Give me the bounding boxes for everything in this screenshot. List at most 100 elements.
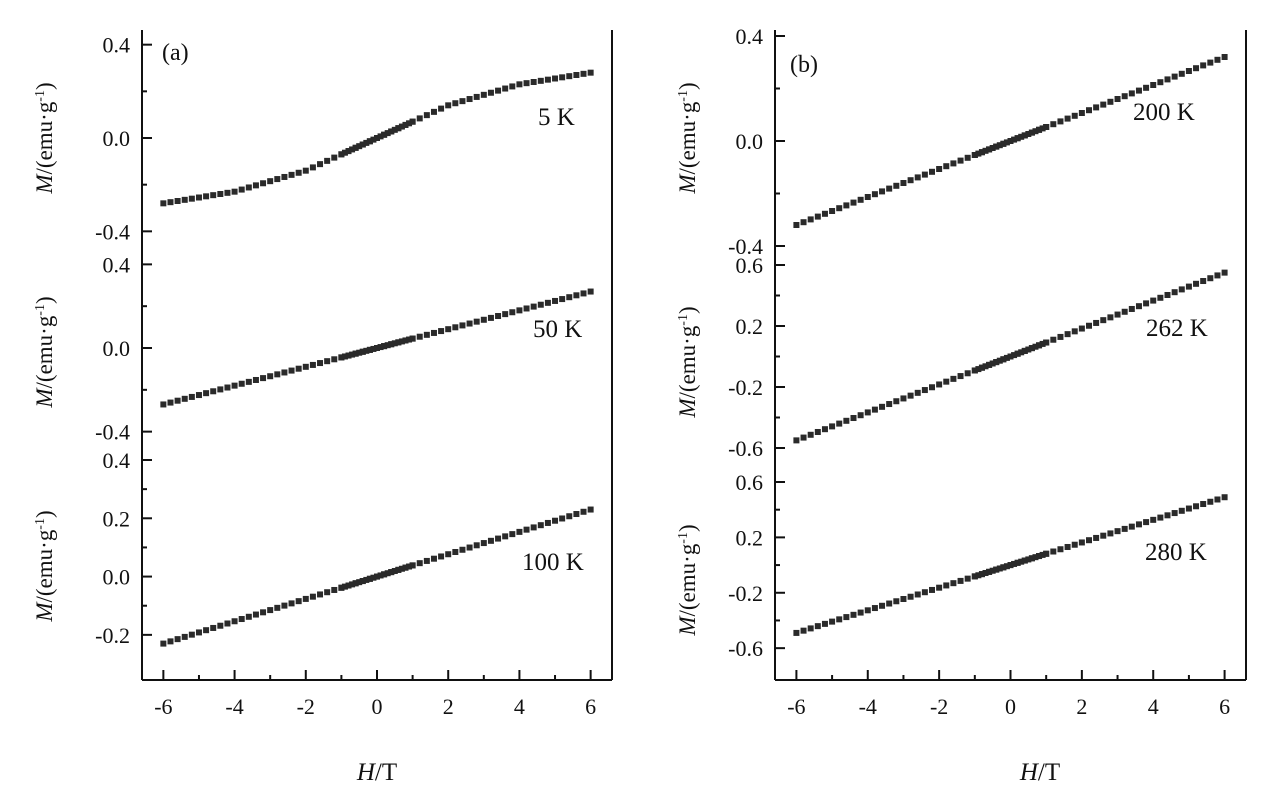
data-point — [252, 182, 259, 189]
data-point — [281, 602, 288, 609]
data-point — [857, 412, 864, 419]
data-point — [402, 121, 409, 128]
data-point — [381, 343, 388, 350]
data-point — [509, 531, 516, 538]
data-point — [879, 403, 886, 410]
y-tick-label: -0.6 — [728, 636, 763, 661]
data-point — [224, 189, 231, 196]
data-point — [374, 573, 380, 580]
data-point — [537, 301, 544, 308]
data-point — [864, 194, 871, 200]
data-point — [996, 357, 1003, 364]
data-point — [1032, 343, 1039, 350]
data-point — [374, 345, 380, 351]
data-point — [836, 420, 843, 427]
data-point — [406, 120, 413, 127]
data-point — [466, 96, 473, 103]
data-point — [238, 186, 245, 193]
data-point — [1157, 79, 1164, 86]
data-point — [395, 339, 402, 346]
data-point — [317, 161, 324, 168]
y-tick-label: 0.4 — [103, 252, 131, 277]
data-point — [195, 194, 202, 201]
y-axis-label-sup: -1 — [676, 90, 691, 102]
y-axis-label-unit: /(emu·g — [32, 315, 57, 388]
data-point — [1150, 82, 1157, 88]
data-point — [975, 572, 982, 579]
data-point — [381, 571, 388, 578]
data-point — [1003, 139, 1010, 146]
data-point — [274, 176, 281, 183]
data-point — [1114, 96, 1121, 102]
data-point — [1071, 328, 1078, 335]
data-point — [1121, 93, 1128, 100]
data-point — [978, 149, 985, 156]
data-point — [871, 406, 878, 413]
y-axis-label-end: ) — [32, 296, 57, 304]
data-point — [843, 417, 850, 424]
data-point — [359, 141, 366, 148]
y-tick-label: 0.2 — [736, 314, 764, 339]
y-tick-label: -0.4 — [95, 420, 130, 445]
data-point — [914, 389, 921, 396]
data-point — [886, 600, 893, 607]
data-point — [363, 576, 370, 583]
data-point — [1200, 501, 1207, 508]
data-point — [1003, 563, 1010, 570]
data-point — [384, 570, 391, 577]
data-point — [964, 154, 971, 161]
data-point — [516, 307, 523, 314]
data-point — [907, 177, 914, 184]
y-tick-label: 0.4 — [103, 448, 131, 473]
data-point — [1057, 333, 1064, 340]
data-point — [1011, 560, 1018, 567]
data-point — [366, 575, 373, 582]
data-point — [864, 607, 871, 614]
data-point — [544, 76, 551, 83]
data-point — [402, 337, 409, 344]
y-axis-label: M/(emu·g-1) — [32, 510, 57, 622]
data-point — [445, 551, 452, 558]
y-axis-label-symbol: M — [675, 397, 700, 419]
data-point — [391, 340, 398, 347]
data-point — [459, 322, 466, 329]
data-point — [993, 143, 1000, 150]
data-point — [245, 378, 252, 385]
data-point — [338, 584, 345, 591]
y-tick-label: -0.6 — [728, 436, 763, 461]
data-point — [1021, 347, 1028, 354]
data-point — [377, 133, 384, 140]
y-axis-label-end: ) — [675, 306, 700, 314]
data-point — [800, 434, 807, 441]
y-axis-label: M/(emu·g-1) — [675, 306, 700, 418]
data-point — [381, 131, 388, 138]
data-point — [174, 636, 181, 643]
data-point — [1050, 336, 1057, 343]
y-axis-label-symbol: M — [675, 615, 700, 637]
data-point — [537, 522, 544, 529]
data-point — [188, 631, 195, 638]
y-axis-label-symbol: M — [32, 387, 57, 409]
subplot-0-2: 0.4 0.2 0.0 -0.2 100 K M/(emu·g-1) — [32, 448, 594, 648]
data-point — [886, 401, 893, 408]
y-axis-label: M/(emu·g-1) — [675, 82, 700, 194]
data-point — [950, 160, 957, 167]
data-point — [1150, 516, 1157, 523]
data-point — [345, 148, 352, 155]
data-point — [452, 324, 459, 331]
data-point — [829, 423, 836, 430]
data-point — [821, 620, 828, 627]
data-point — [850, 199, 857, 206]
data-point — [1043, 550, 1050, 557]
data-point — [523, 305, 530, 312]
data-point — [203, 390, 210, 397]
data-point — [1000, 140, 1007, 147]
panel-label: (a) — [162, 40, 189, 66]
data-point — [929, 586, 935, 593]
data-point — [566, 73, 573, 80]
data-point — [1086, 322, 1092, 329]
data-point — [445, 102, 452, 109]
data-point — [231, 618, 238, 625]
data-point — [530, 303, 537, 310]
y-tick-label: 0.2 — [736, 525, 764, 550]
